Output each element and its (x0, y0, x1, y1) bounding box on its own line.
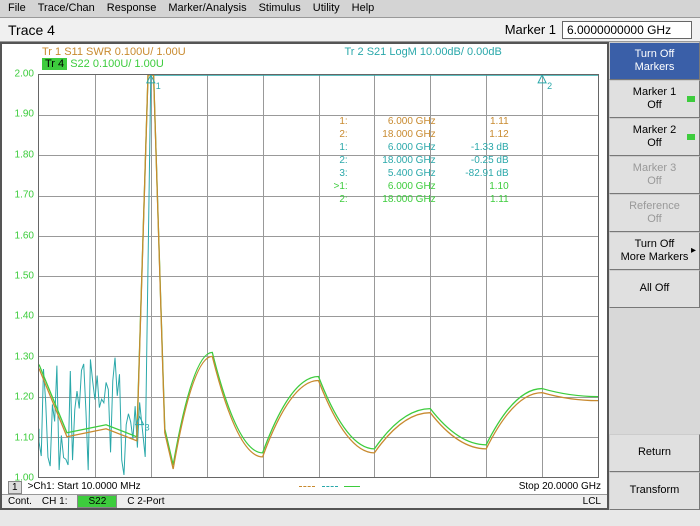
menu-trace-chan[interactable]: Trace/Chan (38, 2, 95, 15)
sidebar: Turn OffMarkersMarker 1OffMarker 2OffMar… (609, 42, 700, 510)
sidebar-btn-5[interactable]: Turn OffMore Markers▸ (609, 232, 700, 270)
sidebar-btn-6[interactable]: All Off (609, 270, 700, 308)
chart-grid: 1 2 3 1:6.000 GHz1.112:18.000 GHz1.121:6.0… (38, 74, 599, 478)
channel-number: 1 (8, 481, 22, 494)
marker-label: Marker 1 (505, 22, 556, 37)
menu-stimulus[interactable]: Stimulus (259, 2, 301, 15)
svg-text:1: 1 (156, 81, 161, 91)
channel-info: 1 >Ch1: Start 10.0000 MHz Stop 20.0000 G… (8, 481, 601, 494)
svg-text:2: 2 (547, 81, 552, 91)
menu-file[interactable]: File (8, 2, 26, 15)
sidebar-btn-1[interactable]: Marker 1Off (609, 80, 700, 118)
menu-response[interactable]: Response (107, 2, 157, 15)
status-ch: CH 1: (42, 496, 68, 507)
start-freq: >Ch1: Start 10.0000 MHz (28, 481, 141, 494)
status-port: C 2-Port (127, 496, 164, 507)
trace2-label: Tr 2 S21 LogM 10.00dB/ 0.00dB (345, 46, 598, 58)
trace-svg: 1 2 3 (39, 75, 598, 477)
sidebar-btn-9[interactable]: Transform (609, 472, 700, 510)
legend-tr2 (322, 486, 338, 487)
status-lcl: LCL (583, 496, 601, 507)
sidebar-btn-7 (609, 308, 700, 434)
toolbar: Trace 4 Marker 1 (0, 18, 700, 42)
trace-title: Trace 4 (8, 22, 505, 38)
menu-help[interactable]: Help (352, 2, 375, 15)
status-cont: Cont. (8, 496, 32, 507)
menu-utility[interactable]: Utility (313, 2, 340, 15)
trace4-label: Tr 4 S22 0.100U/ 1.00U (42, 58, 295, 70)
plot-area: Tr 1 S11 SWR 0.100U/ 1.00U Tr 4 S22 0.10… (0, 42, 609, 510)
marker-readout-table: 1:6.000 GHz1.112:18.000 GHz1.121:6.000 G… (330, 115, 509, 206)
status-bar: Cont. CH 1: S22 C 2-Port LCL (2, 494, 607, 508)
marker-value-input[interactable] (562, 21, 692, 39)
sidebar-btn-8[interactable]: Return (609, 434, 700, 472)
menu-bar: File Trace/Chan Response Marker/Analysis Sti… (0, 0, 700, 18)
legend-tr1 (299, 486, 315, 487)
menu-marker-analysis[interactable]: Marker/Analysis (168, 2, 246, 15)
svg-text:3: 3 (145, 423, 150, 433)
sidebar-btn-3: Marker 3Off (609, 156, 700, 194)
status-sparam[interactable]: S22 (77, 495, 117, 508)
sidebar-btn-2[interactable]: Marker 2Off (609, 118, 700, 156)
trace1-label: Tr 1 S11 SWR 0.100U/ 1.00U (42, 46, 295, 58)
stop-freq: Stop 20.0000 GHz (519, 481, 601, 494)
sidebar-btn-0[interactable]: Turn OffMarkers (609, 42, 700, 80)
y-axis: 2.001.901.801.701.601.501.401.301.201.10… (6, 74, 36, 478)
legend-tr4 (344, 486, 360, 487)
sidebar-btn-4: ReferenceOff (609, 194, 700, 232)
